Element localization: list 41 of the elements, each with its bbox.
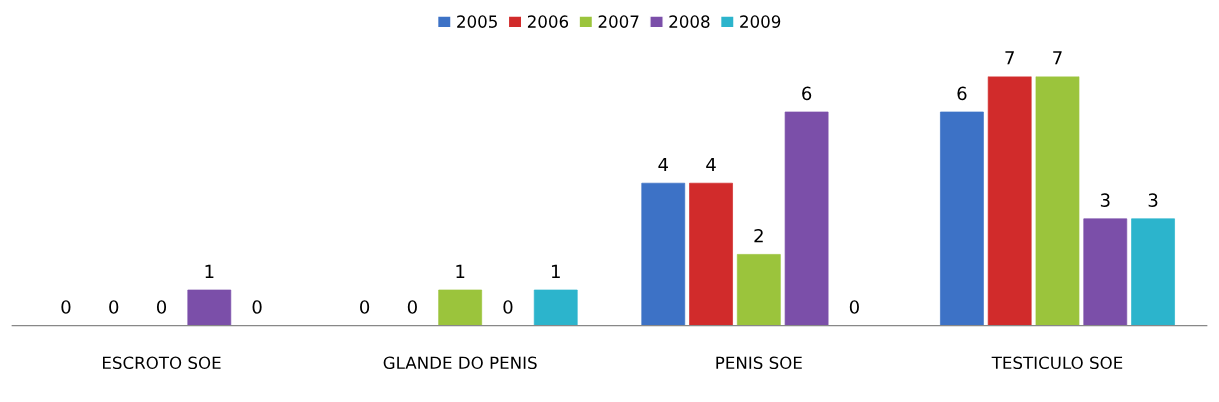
data-label: 6 bbox=[957, 86, 967, 101]
data-label: 2 bbox=[754, 228, 763, 243]
bar bbox=[1131, 218, 1175, 326]
legend-label: 2006 bbox=[527, 15, 569, 28]
data-label: 1 bbox=[205, 264, 214, 278]
data-label: 0 bbox=[360, 300, 370, 314]
bar bbox=[689, 182, 733, 326]
x-tick-label: GLANDE DO PENIS bbox=[383, 356, 537, 370]
data-label: 0 bbox=[61, 300, 71, 314]
data-label: 6 bbox=[802, 86, 812, 101]
data-label: 0 bbox=[407, 300, 417, 314]
data-label: 0 bbox=[849, 300, 859, 314]
data-label: 7 bbox=[1053, 51, 1062, 65]
data-label: 3 bbox=[1100, 193, 1110, 207]
data-label: 0 bbox=[156, 300, 167, 314]
legend-label: 2008 bbox=[669, 15, 710, 28]
bar bbox=[736, 254, 781, 326]
data-label: 0 bbox=[503, 300, 513, 314]
x-tick-label: TESTICULO SOE bbox=[991, 356, 1123, 370]
bar bbox=[641, 182, 686, 326]
legend-label: 2005 bbox=[457, 15, 497, 28]
x-tick-label: PENIS SOE bbox=[716, 356, 802, 370]
legend-label: 2007 bbox=[598, 15, 639, 28]
data-label: 1 bbox=[456, 264, 465, 278]
bar bbox=[438, 289, 483, 326]
bar bbox=[784, 111, 829, 326]
data-label: 4 bbox=[706, 157, 716, 172]
data-label: 3 bbox=[1148, 193, 1158, 207]
bar bbox=[940, 111, 984, 326]
data-label: 0 bbox=[109, 300, 119, 314]
data-label: 7 bbox=[1005, 51, 1014, 65]
data-label: 1 bbox=[551, 264, 560, 278]
data-label: 0 bbox=[252, 300, 262, 314]
bar bbox=[1035, 76, 1080, 326]
legend-label: 2009 bbox=[740, 15, 781, 28]
bar bbox=[187, 289, 232, 326]
bar bbox=[533, 289, 578, 326]
bar bbox=[987, 76, 1032, 326]
bar bbox=[1083, 218, 1128, 326]
x-tick-label: ESCROTO SOE bbox=[103, 356, 221, 370]
data-label: 4 bbox=[658, 157, 668, 172]
